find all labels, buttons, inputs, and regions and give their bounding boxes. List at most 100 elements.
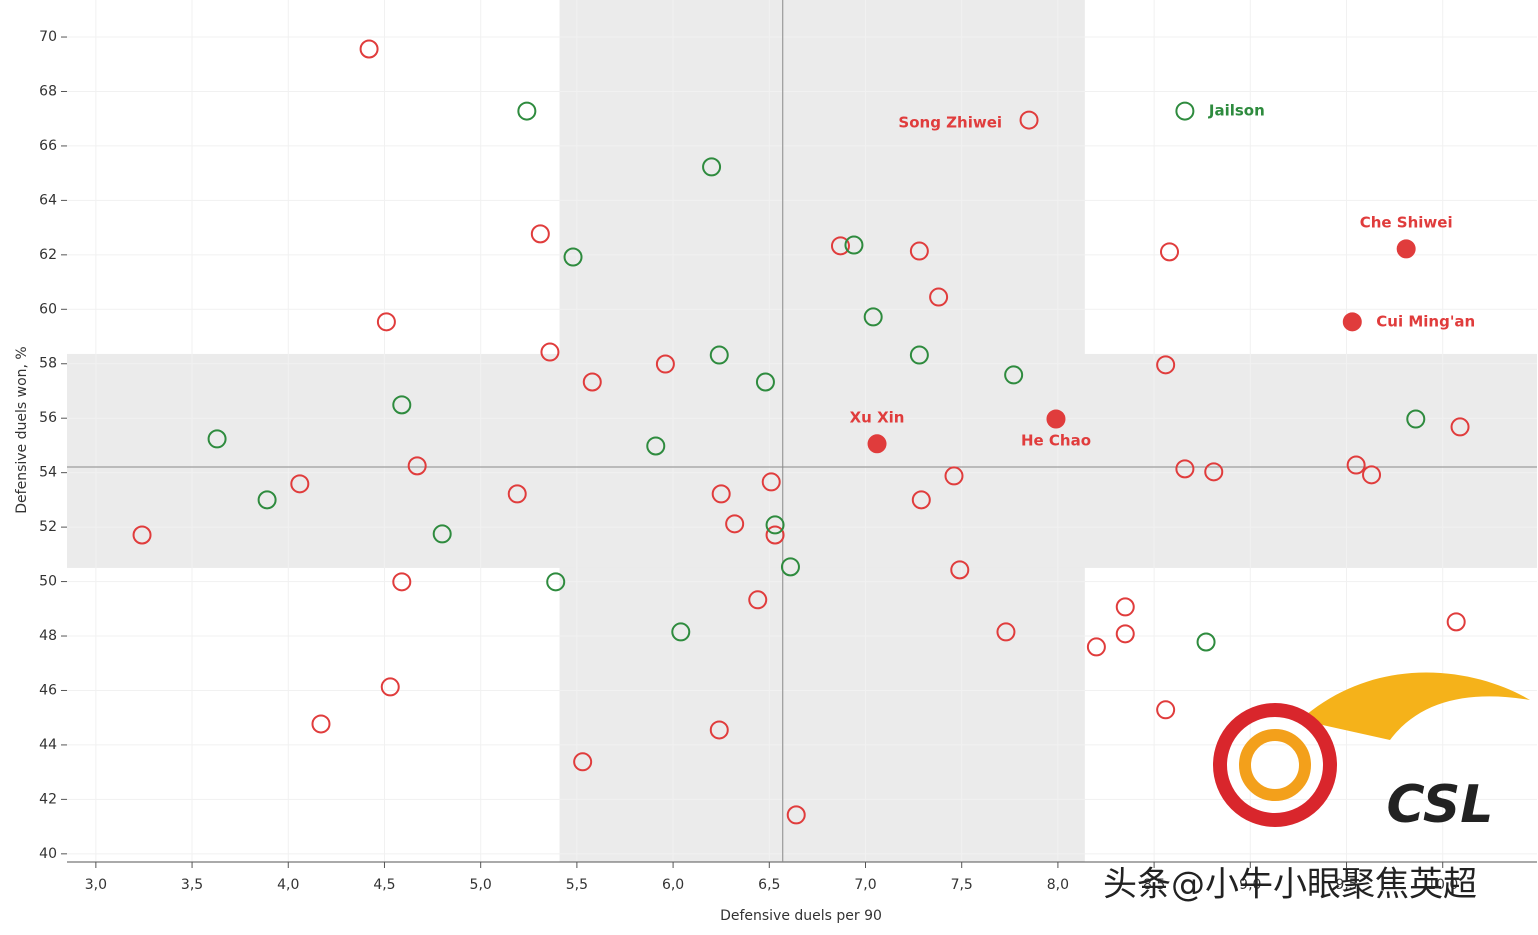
point bbox=[1156, 355, 1176, 375]
point bbox=[765, 525, 785, 545]
point bbox=[257, 490, 277, 510]
y-tick-label: 66 bbox=[39, 138, 57, 154]
point-label: Cui Ming'an bbox=[1376, 312, 1475, 330]
point bbox=[950, 560, 970, 580]
point bbox=[709, 345, 729, 365]
point bbox=[311, 714, 331, 734]
logo: CSL bbox=[1213, 672, 1530, 835]
point bbox=[530, 224, 550, 244]
point bbox=[290, 474, 310, 494]
point bbox=[392, 395, 412, 415]
point bbox=[376, 312, 396, 332]
point bbox=[582, 372, 602, 392]
point bbox=[1160, 242, 1179, 262]
x-tick-label: 8,0 bbox=[1047, 877, 1069, 893]
point bbox=[655, 354, 675, 374]
x-tick-label: 4,0 bbox=[277, 877, 299, 893]
y-tick-label: 60 bbox=[39, 301, 57, 317]
point bbox=[432, 524, 452, 544]
point bbox=[830, 236, 850, 256]
point bbox=[780, 557, 800, 577]
point bbox=[1406, 409, 1426, 429]
point bbox=[563, 247, 583, 267]
point bbox=[863, 307, 883, 327]
point bbox=[1156, 700, 1176, 720]
point bbox=[909, 345, 929, 365]
point bbox=[573, 752, 593, 772]
point bbox=[1450, 417, 1470, 437]
point-label: Song Zhiwei bbox=[898, 114, 1002, 132]
point bbox=[709, 720, 729, 740]
point bbox=[1115, 624, 1135, 644]
point bbox=[1362, 465, 1382, 485]
point bbox=[1346, 455, 1366, 475]
x-tick-label: 8,5 bbox=[1143, 877, 1165, 893]
y-tick-label: 58 bbox=[39, 356, 57, 372]
point bbox=[540, 342, 560, 362]
y-tick-label: 68 bbox=[39, 83, 57, 99]
point-label: Jailson bbox=[1208, 102, 1265, 120]
point bbox=[359, 39, 379, 59]
point bbox=[646, 436, 666, 456]
points: Song Zhiwei Che Shiwei Cui Ming'an He Chao X… bbox=[132, 39, 1475, 825]
point-label: Che Shiwei bbox=[1360, 213, 1453, 231]
y-tick-label: 62 bbox=[39, 247, 57, 263]
x-tick-label: 4,5 bbox=[373, 877, 395, 893]
point bbox=[380, 677, 400, 697]
x-tick-label: 3,0 bbox=[85, 877, 107, 893]
point bbox=[867, 434, 887, 454]
x-tick-label: 3,5 bbox=[181, 877, 203, 893]
x-tick-label: 10,0 bbox=[1427, 877, 1458, 893]
point bbox=[1086, 637, 1106, 657]
point bbox=[507, 484, 527, 504]
y-tick-label: 54 bbox=[39, 465, 57, 481]
y-tick-label: 70 bbox=[39, 29, 57, 45]
y-tick-label: 46 bbox=[39, 682, 57, 698]
y-tick-label: 42 bbox=[39, 791, 57, 807]
point bbox=[1196, 632, 1216, 652]
point bbox=[761, 472, 781, 492]
point bbox=[711, 484, 731, 504]
point bbox=[909, 241, 929, 261]
background: 3,0 3,5 4,0 4,5 5,0 5,5 6,0 6,5 7,0 7,5 8,0 8,5 9,0 9… bbox=[39, 0, 1537, 893]
x-tick-label: 7,0 bbox=[854, 877, 876, 893]
point bbox=[944, 466, 964, 486]
point bbox=[996, 622, 1016, 642]
point bbox=[1175, 459, 1195, 479]
point bbox=[1204, 462, 1224, 482]
point bbox=[844, 235, 864, 255]
point-label: He Chao bbox=[1021, 432, 1091, 450]
y-tick-label: 56 bbox=[39, 410, 57, 426]
point bbox=[517, 101, 537, 121]
y-axis-label: Defensive duels won, % bbox=[14, 346, 30, 513]
logo-text: CSL bbox=[1387, 775, 1494, 835]
point bbox=[392, 572, 412, 592]
point bbox=[671, 622, 691, 642]
point bbox=[132, 525, 152, 545]
point bbox=[1446, 612, 1466, 632]
point-label: Xu Xin bbox=[850, 408, 905, 426]
point bbox=[407, 456, 427, 476]
y-tick-label: 50 bbox=[39, 574, 57, 590]
point bbox=[765, 515, 785, 535]
point bbox=[929, 287, 949, 307]
logo-ring bbox=[1213, 703, 1337, 827]
point bbox=[725, 514, 745, 534]
point bbox=[755, 372, 775, 392]
y-tick-label: 44 bbox=[39, 737, 57, 753]
point bbox=[786, 805, 806, 825]
point bbox=[1004, 365, 1024, 385]
x-tick-label: 9,5 bbox=[1335, 877, 1357, 893]
x-tick-label: 6,0 bbox=[662, 877, 684, 893]
point bbox=[1019, 110, 1039, 130]
point bbox=[1342, 312, 1362, 332]
x-tick-label: 5,0 bbox=[470, 877, 492, 893]
x-tick-label: 9,0 bbox=[1239, 877, 1261, 893]
point bbox=[1115, 597, 1135, 617]
point bbox=[1396, 239, 1416, 259]
y-tick-label: 52 bbox=[39, 519, 57, 535]
point bbox=[1175, 101, 1195, 121]
x-tick-label: 5,5 bbox=[566, 877, 588, 893]
point bbox=[911, 490, 931, 510]
